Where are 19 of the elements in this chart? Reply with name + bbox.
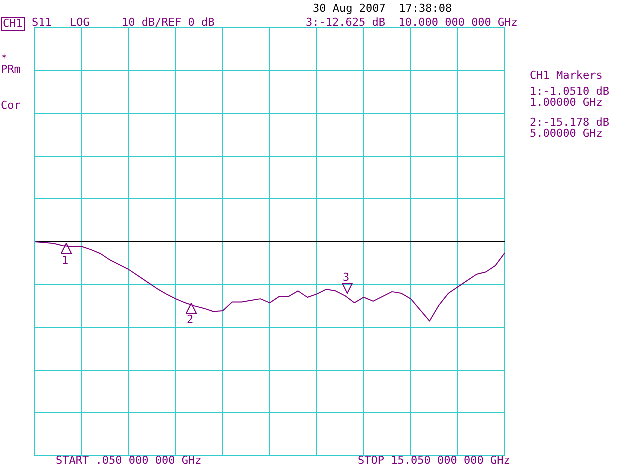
text: * [1, 52, 8, 65]
text: 3:-12.625 dB 10.000 000 000 GHz [306, 16, 518, 29]
text: 30 Aug 2007 17:38:08 [313, 2, 452, 15]
text: 2:-15.178 dB [530, 116, 610, 129]
text: Cor [1, 99, 21, 112]
text: 1:-1.0510 dB [530, 85, 610, 98]
text: S11 [32, 16, 52, 29]
annotation: 1 [62, 254, 69, 267]
text: 1.00000 GHz [530, 96, 603, 109]
text: STOP 15.050 000 000 GHz [358, 454, 510, 465]
annotation: 3 [343, 271, 350, 284]
text: PRm [1, 63, 21, 76]
text: 10 dB/REF 0 dB [122, 16, 215, 29]
annotation: 2 [187, 313, 194, 326]
text: 5.00000 GHz [530, 127, 603, 140]
text: CH1 Markers [530, 69, 603, 82]
text: START .050 000 000 GHz [56, 454, 202, 465]
text: LOG [70, 16, 90, 29]
text: CH1 [1, 17, 25, 31]
